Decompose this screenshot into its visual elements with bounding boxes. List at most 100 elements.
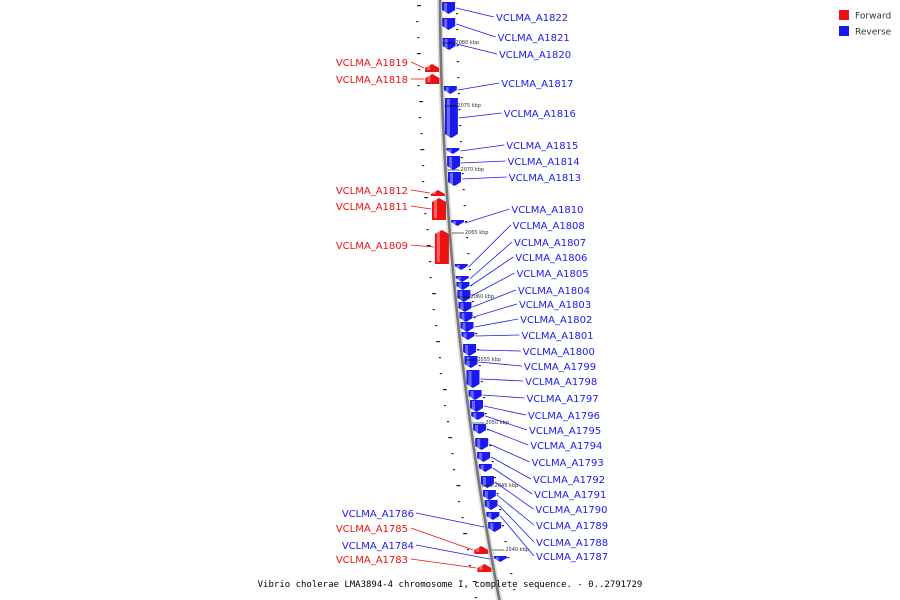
label-vclma-a1811[interactable]: VCLMA_A1811 — [336, 202, 408, 213]
ruler-mark — [459, 141, 462, 143]
label-vclma-a1813[interactable]: VCLMA_A1813 — [509, 173, 581, 184]
label-vclma-a1795[interactable]: VCLMA_A1795 — [529, 426, 601, 437]
gene-vclma-a1820[interactable] — [442, 38, 456, 50]
gene-vclma-a1788[interactable] — [484, 500, 498, 510]
ruler-mark — [477, 349, 479, 351]
label-vclma-a1806[interactable]: VCLMA_A1806 — [515, 253, 587, 264]
label-vclma-a1790[interactable]: VCLMA_A1790 — [535, 505, 607, 516]
gene-highlight — [445, 87, 449, 92]
label-vclma-a1817[interactable]: VCLMA_A1817 — [501, 79, 573, 90]
ruler-mark — [501, 525, 504, 527]
gene-vclma-a1796[interactable] — [470, 400, 483, 412]
label-vclma-a1807[interactable]: VCLMA_A1807 — [514, 238, 586, 249]
label-vclma-a1804[interactable]: VCLMA_A1804 — [518, 286, 590, 297]
gene-vclma-a1817[interactable] — [443, 86, 457, 94]
gene-vclma-a1800[interactable] — [463, 344, 477, 356]
gene-vclma-a1813[interactable] — [448, 172, 461, 186]
label-vclma-a1784[interactable]: VCLMA_A1784 — [342, 541, 414, 552]
gene-vclma-a1801[interactable] — [461, 332, 475, 340]
gene-vclma-a1803[interactable] — [459, 312, 473, 322]
gene-vclma-a1783[interactable] — [477, 564, 492, 572]
gene-vclma-a1802[interactable] — [460, 322, 474, 332]
label-vclma-a1802[interactable]: VCLMA_A1802 — [520, 315, 592, 326]
label-vclma-a1814[interactable]: VCLMA_A1814 — [508, 157, 580, 168]
gene-vclma-a1819[interactable] — [425, 64, 440, 72]
label-vclma-a1812[interactable]: VCLMA_A1812 — [336, 186, 408, 197]
gene-vclma-a1818[interactable] — [425, 74, 440, 84]
label-vclma-a1787[interactable]: VCLMA_A1787 — [536, 552, 608, 563]
gene-vclma-a1794[interactable] — [473, 424, 487, 434]
gene-vclma-a1789[interactable] — [482, 490, 496, 500]
ruler-mark — [418, 69, 421, 71]
gene-vclma-a1804[interactable] — [458, 302, 472, 312]
label-vclma-a1796[interactable]: VCLMA_A1796 — [528, 411, 600, 422]
label-vclma-a1798[interactable]: VCLMA_A1798 — [525, 377, 597, 388]
gene-highlight — [484, 491, 488, 498]
ruler-mark — [448, 437, 453, 439]
gene-vclma-a1806[interactable] — [456, 282, 470, 290]
label-vclma-a1793[interactable]: VCLMA_A1793 — [532, 458, 604, 469]
label-vclma-a1810[interactable]: VCLMA_A1810 — [511, 205, 583, 216]
gene-vclma-a1816[interactable] — [444, 98, 458, 138]
label-vclma-a1818[interactable]: VCLMA_A1818 — [336, 75, 408, 86]
gene-vclma-a1799[interactable] — [464, 356, 478, 368]
label-vclma-a1819[interactable]: VCLMA_A1819 — [336, 58, 408, 69]
ruler-mark — [452, 469, 455, 471]
ruler-mark — [420, 149, 425, 151]
gene-vclma-a1811[interactable] — [432, 198, 446, 220]
label-vclma-a1799[interactable]: VCLMA_A1799 — [524, 362, 596, 373]
gene-highlight — [470, 391, 474, 398]
gene-vclma-a1790[interactable] — [480, 476, 494, 488]
ruler-mark — [416, 21, 419, 23]
gene-vclma-a1815[interactable] — [446, 148, 460, 154]
label-vclma-a1791[interactable]: VCLMA_A1791 — [534, 490, 606, 501]
gene-vclma-a1793[interactable] — [475, 438, 489, 450]
label-vclma-a1785[interactable]: VCLMA_A1785 — [336, 524, 408, 535]
label-vclma-a1786[interactable]: VCLMA_A1786 — [342, 509, 414, 520]
gene-vclma-a1795[interactable] — [471, 412, 485, 420]
label-vclma-a1809[interactable]: VCLMA_A1809 — [336, 241, 408, 252]
gene-vclma-a1798[interactable] — [466, 370, 480, 388]
gene-vclma-a1822[interactable] — [442, 2, 456, 14]
ruler-mark — [424, 197, 429, 199]
gene-vclma-a1786[interactable] — [488, 522, 502, 532]
label-vclma-a1820[interactable]: VCLMA_A1820 — [499, 50, 571, 61]
gene-vclma-a1797[interactable] — [468, 390, 482, 400]
leader-vclma-a1800 — [477, 349, 521, 352]
label-vclma-a1800[interactable]: VCLMA_A1800 — [523, 347, 595, 358]
gene-vclma-a1821[interactable] — [442, 18, 456, 30]
label-vclma-a1803[interactable]: VCLMA_A1803 — [519, 300, 591, 311]
ruler-mark — [429, 261, 432, 263]
kbp-tick-label: 2075 kbp — [457, 103, 481, 109]
label-vclma-a1808[interactable]: VCLMA_A1808 — [513, 221, 585, 232]
label-vclma-a1821[interactable]: VCLMA_A1821 — [498, 33, 570, 44]
label-vclma-a1792[interactable]: VCLMA_A1792 — [533, 475, 605, 486]
gene-vclma-a1805[interactable] — [457, 290, 471, 302]
label-vclma-a1822[interactable]: VCLMA_A1822 — [496, 13, 568, 24]
legend-forward[interactable]: Forward — [839, 10, 891, 22]
legend-reverse[interactable]: Reverse — [839, 26, 892, 38]
gene-vclma-a1810[interactable] — [451, 220, 464, 226]
gene-vclma-a1807[interactable] — [455, 276, 469, 282]
label-vclma-a1783[interactable]: VCLMA_A1783 — [336, 555, 408, 566]
gene-highlight — [479, 453, 483, 460]
gene-vclma-a1792[interactable] — [477, 452, 491, 462]
label-vclma-a1805[interactable]: VCLMA_A1805 — [516, 269, 588, 280]
gene-highlight — [453, 221, 456, 224]
gene-vclma-a1809[interactable] — [434, 230, 449, 264]
gene-vclma-a1812[interactable] — [430, 190, 445, 196]
gene-vclma-a1808[interactable] — [454, 264, 468, 270]
label-vclma-a1816[interactable]: VCLMA_A1816 — [504, 109, 576, 120]
label-vclma-a1801[interactable]: VCLMA_A1801 — [521, 331, 593, 342]
label-vclma-a1788[interactable]: VCLMA_A1788 — [536, 538, 608, 549]
label-vclma-a1789[interactable]: VCLMA_A1789 — [536, 521, 608, 532]
gene-vclma-a1785[interactable] — [474, 546, 489, 554]
label-vclma-a1794[interactable]: VCLMA_A1794 — [530, 441, 602, 452]
gene-vclma-a1791[interactable] — [478, 464, 492, 472]
gene-vclma-a1814[interactable] — [447, 156, 461, 170]
label-vclma-a1815[interactable]: VCLMA_A1815 — [506, 141, 578, 152]
kbp-tick-label: 2040 kbp — [505, 547, 529, 553]
gene-vclma-a1784[interactable] — [493, 556, 507, 562]
label-vclma-a1797[interactable]: VCLMA_A1797 — [526, 394, 598, 405]
gene-vclma-a1787[interactable] — [486, 512, 500, 520]
